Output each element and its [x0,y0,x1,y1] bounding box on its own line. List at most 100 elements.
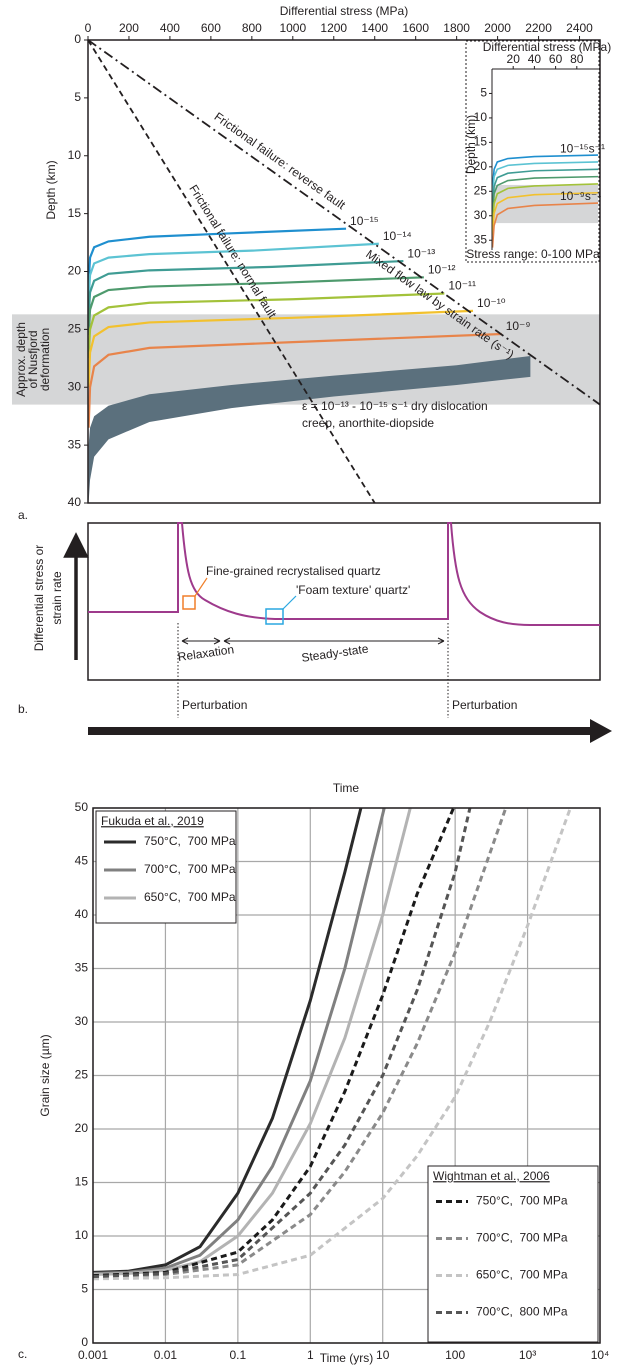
inset-x-tick-label: 60 [549,52,563,66]
y-tick-label: 20 [75,1121,89,1135]
fault-label-group: Frictional failure: reverse fault [212,109,349,212]
annotation: Perturbation [182,698,247,712]
inset-y-label-group: Depth (km) [464,115,478,174]
y-axis-label-group: Depth (km) [44,160,58,219]
x-tick-label: 1000 [279,21,306,35]
band-label: of Nusfjord [26,330,40,388]
fault-line [87,39,376,504]
curve-label: 10⁻¹¹ [448,279,476,293]
inset-x-tick-label: 20 [507,52,521,66]
curve-label: 10⁻¹⁴ [383,229,412,243]
y-tick-label: 50 [75,800,89,814]
y-tick-label: 40 [75,907,89,921]
y-tick-label: 30 [75,1014,89,1028]
legend-title: Fukuda et al., 2019 [101,814,204,828]
y-tick-label: 20 [68,264,82,278]
legend-label: 700°C, 700 MPa [476,1231,568,1245]
y-tick-label: 10 [68,148,82,162]
y-axis-label: Differential stress or [32,545,46,651]
inset-curve [491,183,599,226]
strain-rate-curve [87,309,474,388]
panel-b: Fine-grained recrystalised quartz 'Foam … [18,522,612,795]
marker-square [265,608,284,625]
y-tick-label: 35 [68,437,82,451]
curve-label: 10⁻¹² [428,262,456,276]
plot-frame [92,807,601,1344]
legend-box [95,810,237,924]
inset-x-tick-label: 40 [528,52,542,66]
growth-curve [92,807,455,1278]
band-label-group: deformation [38,328,52,391]
curve-label: 10⁻¹⁵ [350,214,379,228]
y-tick-label: 45 [75,854,89,868]
legend-label: 650°C, 700 MPa [144,890,236,904]
curve-label: 10⁻¹³ [407,246,435,260]
inset-frame [465,40,600,263]
axis-arrow [63,532,89,660]
area-label: creep, anorthite-diopside [302,416,434,430]
x-tick-label: 600 [201,21,221,35]
x-tick-label: 1200 [320,21,347,35]
inset-curve [491,154,599,187]
panel-label: b. [18,702,28,716]
annotation: Steady-state [301,642,370,665]
x-axis-label: Time [333,781,360,795]
x-tick-label: 1800 [443,21,470,35]
x-tick-label: 400 [160,21,180,35]
leader [194,577,208,597]
panel-frame [87,522,601,681]
inset-title: Differential stress (MPa) [483,40,611,54]
inset-y-tick-label: 35 [474,232,488,246]
x-tick-label: 10 [376,1348,390,1362]
strain-rate-curve [87,259,404,318]
x-tick-label: 2000 [484,21,511,35]
y-axis-label: strain rate [50,571,64,625]
x-tick-label: 1400 [361,21,388,35]
growth-curve [92,807,508,1279]
span-arrow [223,637,445,645]
marker-square [182,595,196,610]
strain-rate-curve [87,276,424,336]
y-tick-label: 0 [74,32,81,46]
x-tick-label: 2200 [525,21,552,35]
inset-x-tick-label: 80 [570,52,584,66]
x-tick-label: 200 [119,21,139,35]
annotation: Fine-grained recrystalised quartz [206,564,381,578]
y-tick-label: 10 [75,1228,89,1242]
inset-curve-label: 10⁻⁹s⁻¹ [560,189,601,203]
inset-curve [491,161,599,197]
x-tick-label: 0.001 [78,1348,108,1362]
legend-label: 700°C, 800 MPa [476,1305,568,1319]
x-tick-label: 100 [445,1348,465,1362]
annotation: Relaxation [177,642,235,664]
fault-line [87,39,601,406]
legend-title: Wightman et al., 2006 [433,1169,550,1183]
x-tick-label: 2400 [566,21,593,35]
inset-curve-label: 10⁻¹⁵s⁻¹ [560,141,605,155]
band-label: deformation [38,328,52,391]
time-arrow [88,719,612,743]
inset-y-tick-label: 20 [474,159,488,173]
strain-rate-curve [87,242,379,301]
inset-curve [491,175,599,216]
inset-y-tick-label: 10 [474,110,488,124]
inset-y-tick-label: 30 [474,208,488,222]
inset-curve [491,191,599,236]
legend-label: 750°C, 700 MPa [476,1194,568,1208]
y-tick-label: 25 [75,1068,89,1082]
annotation: Perturbation [452,698,517,712]
growth-curve [92,807,363,1274]
y-tick-label: 40 [68,495,82,509]
x-tick-label: 10³ [519,1348,536,1362]
inset-y-label: Depth (km) [464,115,478,174]
y-tick-label: 15 [68,206,82,220]
growth-curve [92,807,572,1281]
band-label-group: Approx. depth [14,322,28,397]
leader [282,595,297,610]
annotation: 'Foam texture' quartz' [296,583,410,597]
panel-label: a. [18,508,28,522]
strain-rate-curve [87,227,347,284]
legend-label: 650°C, 700 MPa [476,1268,568,1282]
inset-curve [491,168,599,207]
